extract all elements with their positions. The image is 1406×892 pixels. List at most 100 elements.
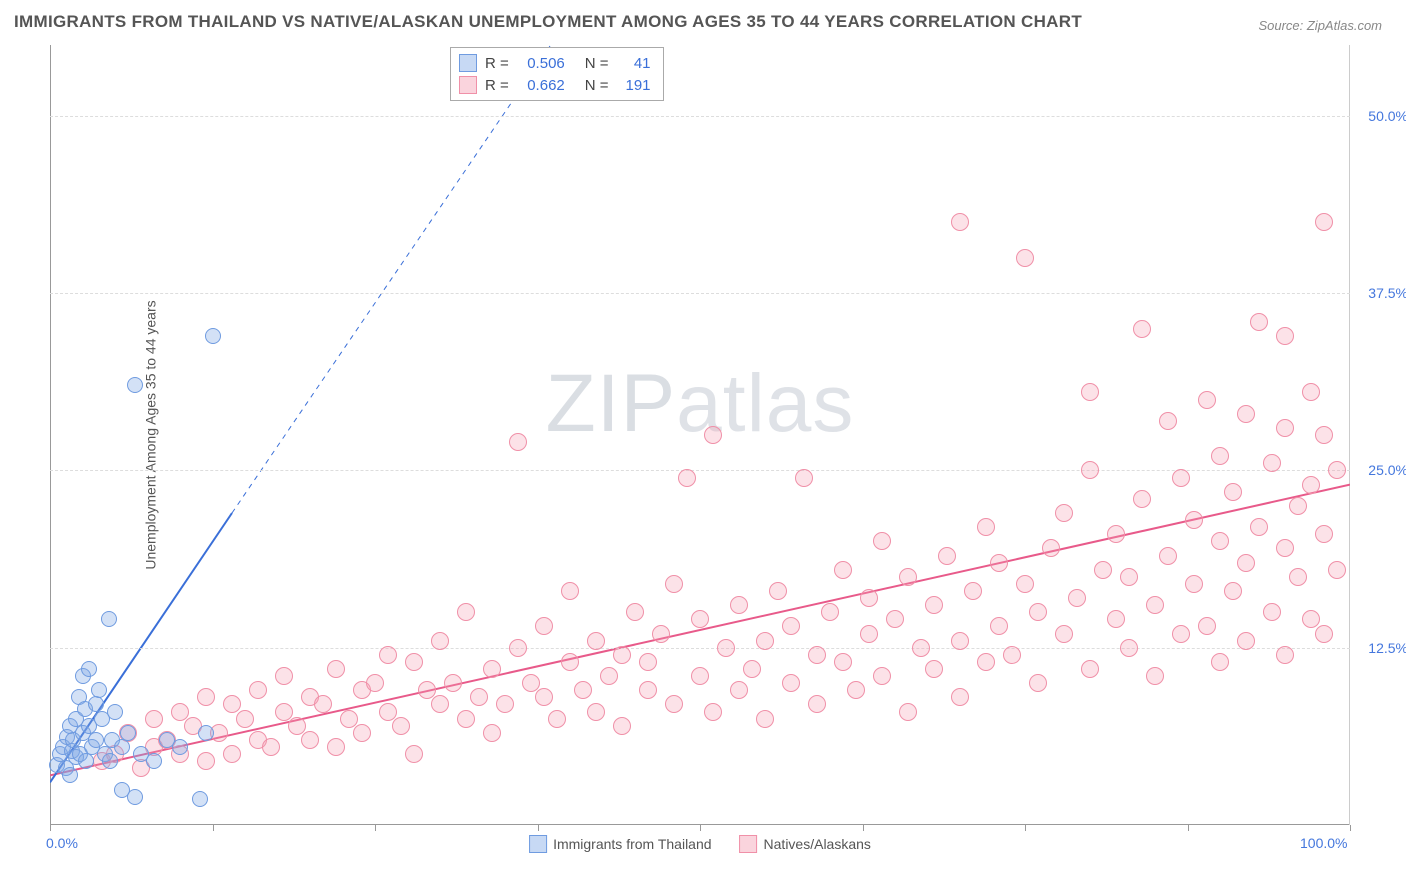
point-natives bbox=[1133, 320, 1151, 338]
legend-swatch bbox=[459, 54, 477, 72]
point-natives bbox=[1276, 419, 1294, 437]
legend-label: Natives/Alaskans bbox=[764, 836, 871, 852]
x-tick bbox=[1025, 825, 1026, 831]
point-natives bbox=[1328, 461, 1346, 479]
y-axis bbox=[50, 45, 51, 825]
point-natives bbox=[925, 660, 943, 678]
point-natives bbox=[327, 738, 345, 756]
point-natives bbox=[574, 681, 592, 699]
point-natives bbox=[977, 518, 995, 536]
point-natives bbox=[613, 646, 631, 664]
point-natives bbox=[1107, 525, 1125, 543]
point-natives bbox=[1120, 568, 1138, 586]
point-natives bbox=[1237, 405, 1255, 423]
point-natives bbox=[821, 603, 839, 621]
point-natives bbox=[691, 667, 709, 685]
watermark: ZIPatlas bbox=[546, 357, 855, 451]
point-natives bbox=[457, 603, 475, 621]
point-natives bbox=[1185, 575, 1203, 593]
point-natives bbox=[717, 639, 735, 657]
point-natives bbox=[704, 703, 722, 721]
point-natives bbox=[470, 688, 488, 706]
point-natives bbox=[1211, 447, 1229, 465]
trendline-natives bbox=[50, 485, 1350, 776]
point-natives bbox=[301, 731, 319, 749]
point-natives bbox=[756, 632, 774, 650]
point-natives bbox=[782, 617, 800, 635]
point-natives bbox=[769, 582, 787, 600]
point-natives bbox=[899, 568, 917, 586]
point-natives bbox=[496, 695, 514, 713]
point-natives bbox=[1315, 525, 1333, 543]
r-value: 0.506 bbox=[517, 55, 565, 72]
point-natives bbox=[1081, 383, 1099, 401]
point-natives bbox=[704, 426, 722, 444]
point-natives bbox=[366, 674, 384, 692]
point-natives bbox=[197, 688, 215, 706]
point-natives bbox=[1172, 625, 1190, 643]
point-natives bbox=[587, 703, 605, 721]
y-axis-title: Unemployment Among Ages 35 to 44 years bbox=[143, 300, 159, 569]
legend-item: Natives/Alaskans bbox=[740, 835, 871, 853]
point-natives bbox=[561, 582, 579, 600]
point-natives bbox=[847, 681, 865, 699]
legend-label: Immigrants from Thailand bbox=[553, 836, 711, 852]
x-tick bbox=[50, 825, 51, 831]
point-natives bbox=[535, 617, 553, 635]
stats-box: R =0.506N =41R =0.662N =191 bbox=[450, 47, 664, 101]
point-natives bbox=[197, 752, 215, 770]
right-border bbox=[1349, 45, 1350, 825]
point-thailand bbox=[62, 767, 78, 783]
point-natives bbox=[379, 646, 397, 664]
point-natives bbox=[1146, 667, 1164, 685]
point-natives bbox=[262, 738, 280, 756]
point-natives bbox=[1120, 639, 1138, 657]
point-natives bbox=[990, 617, 1008, 635]
point-natives bbox=[613, 717, 631, 735]
point-thailand bbox=[127, 377, 143, 393]
point-natives bbox=[1107, 610, 1125, 628]
point-natives bbox=[977, 653, 995, 671]
point-natives bbox=[925, 596, 943, 614]
point-natives bbox=[1016, 249, 1034, 267]
point-natives bbox=[834, 653, 852, 671]
watermark-sub: atlas bbox=[676, 358, 854, 449]
legend-swatch bbox=[529, 835, 547, 853]
trend-lines bbox=[50, 45, 1350, 825]
watermark-main: ZIP bbox=[546, 358, 677, 449]
point-natives bbox=[626, 603, 644, 621]
point-natives bbox=[509, 433, 527, 451]
point-natives bbox=[665, 575, 683, 593]
r-label: R = bbox=[485, 77, 509, 94]
point-natives bbox=[1237, 632, 1255, 650]
point-natives bbox=[483, 660, 501, 678]
point-thailand bbox=[205, 328, 221, 344]
point-natives bbox=[145, 710, 163, 728]
point-natives bbox=[392, 717, 410, 735]
point-natives bbox=[1276, 646, 1294, 664]
point-natives bbox=[1224, 483, 1242, 501]
x-tick-label: 100.0% bbox=[1300, 835, 1347, 851]
point-natives bbox=[951, 688, 969, 706]
point-natives bbox=[873, 532, 891, 550]
point-natives bbox=[249, 681, 267, 699]
n-value: 191 bbox=[617, 77, 651, 94]
point-natives bbox=[691, 610, 709, 628]
point-thailand bbox=[120, 725, 136, 741]
gridline-horizontal bbox=[50, 116, 1350, 117]
point-natives bbox=[1250, 313, 1268, 331]
point-thailand bbox=[101, 611, 117, 627]
point-natives bbox=[1289, 497, 1307, 515]
point-natives bbox=[1328, 561, 1346, 579]
legend-swatch bbox=[459, 76, 477, 94]
point-natives bbox=[1198, 617, 1216, 635]
point-natives bbox=[1263, 454, 1281, 472]
point-natives bbox=[899, 703, 917, 721]
point-natives bbox=[353, 724, 371, 742]
point-thailand bbox=[127, 789, 143, 805]
x-tick bbox=[700, 825, 701, 831]
point-natives bbox=[600, 667, 618, 685]
stats-row: R =0.662N =191 bbox=[459, 74, 651, 96]
point-natives bbox=[1211, 653, 1229, 671]
point-natives bbox=[990, 554, 1008, 572]
